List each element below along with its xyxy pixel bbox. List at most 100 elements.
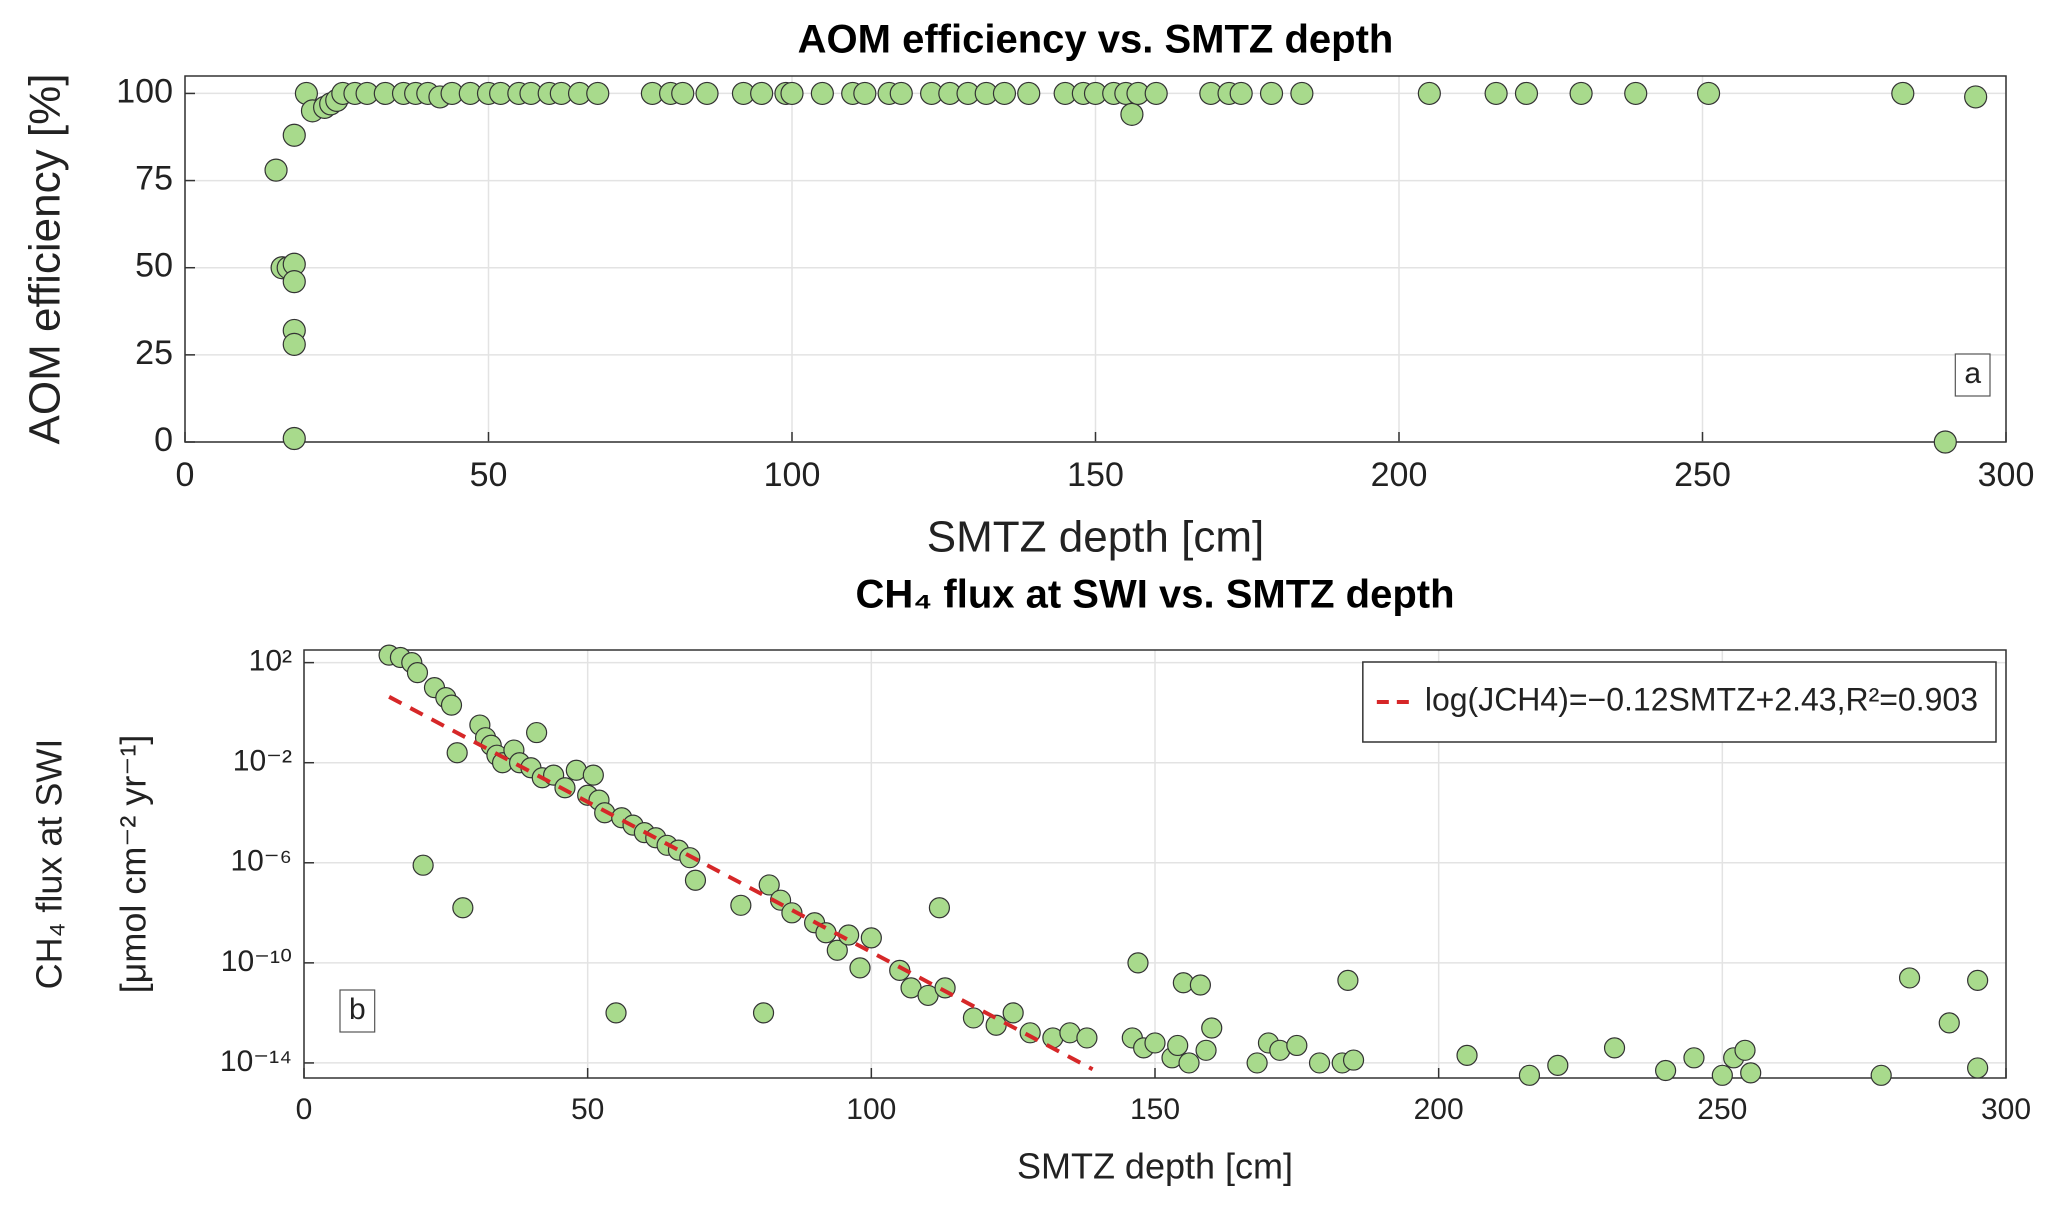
y-tick-label: 25 <box>135 334 173 372</box>
x-axis-label: SMTZ depth [cm] <box>1017 1146 1293 1187</box>
data-point <box>582 764 604 786</box>
data-point <box>526 721 548 744</box>
data-point <box>1229 81 1253 106</box>
data-point <box>1308 1052 1331 1074</box>
data-point <box>849 957 871 979</box>
x-tick-label: 300 <box>1981 1093 2031 1126</box>
data-point <box>586 81 610 106</box>
x-axis-label: SMTZ depth [cm] <box>927 513 1264 562</box>
data-point <box>1417 81 1441 106</box>
data-point <box>1290 81 1314 106</box>
data-point <box>1195 1039 1217 1061</box>
panel-label-text: b <box>349 993 366 1026</box>
data-point <box>1120 102 1144 126</box>
data-point <box>282 332 306 356</box>
data-point <box>928 897 951 919</box>
data-point <box>810 81 834 106</box>
data-point <box>860 927 882 949</box>
legend-box <box>1362 661 1997 743</box>
data-point <box>684 869 707 891</box>
data-point <box>1178 1052 1200 1074</box>
data-point <box>1518 1064 1541 1086</box>
y-tick-label: 10² <box>249 645 292 678</box>
panel-label-box <box>339 989 376 1033</box>
data-point <box>1683 1047 1705 1069</box>
data-point <box>1624 81 1648 106</box>
data-point <box>605 1002 627 1024</box>
data-point <box>440 694 463 716</box>
y-axis-label: CH₄ flux at SWI <box>29 739 70 990</box>
data-point <box>671 81 695 106</box>
x-tick-label: 150 <box>1067 456 1124 494</box>
data-point <box>889 81 913 106</box>
data-point <box>962 1007 985 1029</box>
data-point <box>1144 1032 1166 1054</box>
data-point <box>780 81 804 106</box>
data-point <box>1870 1064 1892 1086</box>
data-point <box>1654 1059 1677 1082</box>
data-point <box>1456 1044 1478 1067</box>
data-point <box>1201 1017 1223 1039</box>
data-point <box>758 874 780 896</box>
y-axis-label: [μmol cm⁻² yr⁻¹] <box>113 735 154 994</box>
data-point <box>412 854 434 876</box>
data-point <box>1017 81 1041 106</box>
y-tick-label: 100 <box>116 72 173 110</box>
legend: log(JCH4)=−0.12SMTZ+2.43,R²=0.903 <box>1362 661 1997 743</box>
data-point <box>406 661 429 684</box>
axes-frame <box>303 649 2007 1079</box>
legend-label: log(JCH4)=−0.12SMTZ+2.43,R²=0.903 <box>1425 681 1978 717</box>
data-point <box>282 270 306 294</box>
data-point <box>853 81 877 106</box>
panel-label-text: a <box>1964 357 1981 390</box>
data-point <box>1891 81 1915 106</box>
panel-label-box <box>1954 353 1991 397</box>
data-point <box>1189 974 1211 996</box>
panel-label: a <box>1954 353 1991 397</box>
data-point <box>1514 81 1539 106</box>
data-point <box>1967 1057 1989 1079</box>
x-tick-label: 100 <box>846 1093 896 1126</box>
x-tick-label: 100 <box>764 456 821 494</box>
data-point <box>1167 1034 1189 1057</box>
data-point <box>446 742 468 764</box>
data-point <box>1964 85 1988 109</box>
data-point <box>1603 1037 1626 1059</box>
x-tick-label: 300 <box>1978 456 2035 494</box>
data-point <box>1696 81 1721 106</box>
data-point <box>264 158 288 182</box>
data-point <box>992 81 1017 106</box>
data-point <box>1740 1062 1762 1084</box>
y-axis-label: AOM efficiency [%] <box>21 74 70 445</box>
panel-label: b <box>339 989 376 1033</box>
data-point <box>1246 1052 1268 1074</box>
x-tick-label: 0 <box>176 456 195 494</box>
chart-title: CH₄ flux at SWI vs. SMTZ depth <box>855 573 1454 617</box>
x-tick-label: 150 <box>1130 1093 1180 1126</box>
y-tick-label: 10⁻¹⁰ <box>221 945 292 978</box>
data-point <box>1711 1064 1733 1086</box>
data-point <box>1938 1012 1960 1034</box>
x-tick-label: 200 <box>1414 1093 1464 1126</box>
chart-title: AOM efficiency vs. SMTZ depth <box>798 18 1394 62</box>
y-tick-label: 0 <box>154 421 173 459</box>
data-point <box>695 81 719 106</box>
y-tick-label: 10⁻² <box>233 745 292 778</box>
data-point <box>1337 969 1359 991</box>
x-tick-label: 250 <box>1697 1093 1747 1126</box>
x-tick-label: 50 <box>571 1093 604 1126</box>
data-point <box>1569 81 1593 106</box>
data-point <box>1286 1034 1308 1057</box>
axes-frame <box>184 75 2007 443</box>
data-point <box>781 902 803 924</box>
data-point <box>1127 952 1149 974</box>
data-point <box>1898 967 1921 989</box>
y-tick-label: 75 <box>135 160 173 198</box>
data-point <box>1342 1049 1365 1071</box>
fit-line <box>388 695 1094 1072</box>
y-tick-label: 10⁻⁶ <box>230 845 292 878</box>
data-point <box>1967 969 1989 991</box>
data-point <box>1547 1054 1569 1076</box>
x-tick-label: 250 <box>1674 456 1731 494</box>
